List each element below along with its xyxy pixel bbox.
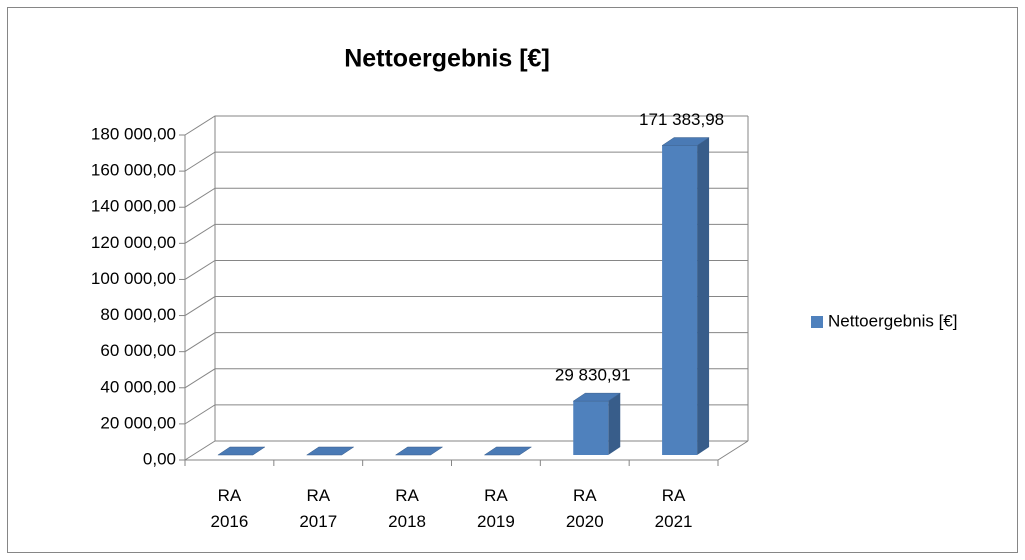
bar-front <box>662 145 698 455</box>
x-tick-label-line: RA <box>484 486 508 505</box>
bar-top <box>217 446 266 456</box>
y-tick-label: 0,00 <box>143 449 176 468</box>
grid-line <box>184 296 748 316</box>
grid-line <box>184 115 748 136</box>
x-tick-label-line: RA <box>573 486 597 505</box>
bar-front <box>573 401 609 455</box>
grid-line <box>184 151 748 172</box>
y-tick-label: 100 000,00 <box>91 269 176 288</box>
bar-side <box>697 137 710 455</box>
x-tick-label-line: 2020 <box>566 512 604 531</box>
x-tick-label: RA 2018 <box>388 486 426 531</box>
bar-top <box>483 446 533 456</box>
x-tick-label-line: RA <box>662 486 686 505</box>
y-tick-label: 80 000,00 <box>100 305 176 324</box>
legend-label: Nettoergebnis [€] <box>828 311 957 330</box>
x-tick-label: RA 2019 <box>477 486 515 531</box>
y-tick-label: 160 000,00 <box>91 161 176 180</box>
y-tick-label: 40 000,00 <box>100 377 176 396</box>
y-tick-label: 120 000,00 <box>91 233 176 252</box>
x-tick-label-line: 2019 <box>477 512 515 531</box>
x-tick-label-line: 2021 <box>655 512 693 531</box>
grid-line <box>184 259 748 280</box>
y-tick-label: 180 000,00 <box>91 124 176 143</box>
chart-border <box>7 7 1018 553</box>
y-tick-label: 140 000,00 <box>91 197 176 216</box>
grid-line <box>184 187 748 208</box>
grid-line <box>184 440 748 461</box>
legend-swatch <box>811 316 823 328</box>
bar-top <box>572 392 622 402</box>
chart-title: Nettoergebnis [€] <box>344 45 550 73</box>
x-tick-label: RA 2020 <box>566 486 604 531</box>
grid-line <box>184 332 748 353</box>
x-tick-label-line: RA <box>218 486 242 505</box>
grid-line <box>184 223 748 244</box>
x-tick-label: RA 2021 <box>655 486 693 531</box>
x-tick-label: RA 2017 <box>299 486 337 531</box>
x-tick-label-line: 2018 <box>388 512 426 531</box>
bar-top <box>394 446 444 456</box>
x-tick-label-line: 2016 <box>211 512 249 531</box>
x-tick-label: RA 2016 <box>211 486 249 531</box>
x-tick-label-line: 2017 <box>299 512 337 531</box>
grid-line <box>184 404 748 425</box>
bar-top <box>661 137 710 146</box>
y-tick-label: 20 000,00 <box>100 413 176 432</box>
x-tick-label-line: RA <box>306 486 330 505</box>
value-label: 171 383,98 <box>639 110 724 129</box>
bar-top <box>305 446 355 456</box>
x-tick-label-line: RA <box>395 486 419 505</box>
grid-line <box>184 368 748 389</box>
y-tick-label: 60 000,00 <box>100 341 176 360</box>
value-label: 29 830,91 <box>555 366 631 385</box>
bar-side <box>608 393 621 455</box>
